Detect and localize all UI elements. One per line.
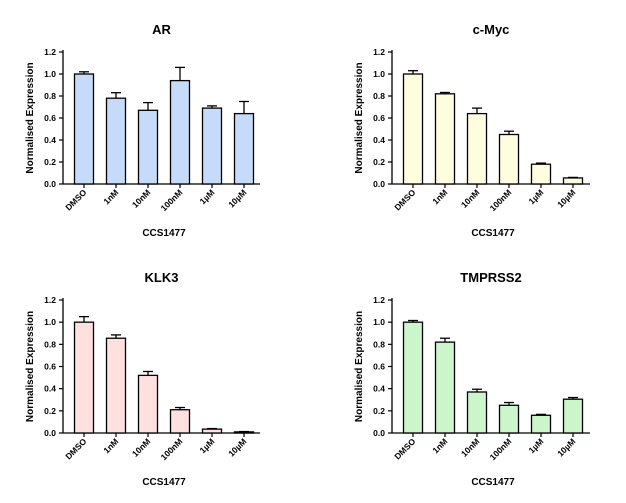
x-tick-label: 1µM: [198, 436, 217, 455]
x-tick-label: DMSO: [63, 187, 88, 212]
bar-10µM: [233, 112, 255, 185]
y-tick-label: 0.4: [44, 384, 56, 394]
x-tick-label: 1nM: [430, 436, 449, 455]
bar-100nM: [169, 409, 191, 434]
y-axis-label: Normalised Expression: [25, 62, 36, 173]
x-tick-label: 1nM: [101, 436, 120, 455]
bar-10µM: [233, 431, 255, 434]
x-tick-label: 100nM: [488, 187, 514, 213]
bar-1nM: [434, 93, 456, 185]
y-axis-label: Normalised Expression: [354, 311, 365, 422]
y-tick-label: 0.6: [44, 362, 56, 372]
x-tick-label: 1µM: [198, 187, 217, 206]
y-tick-label: 0.4: [373, 135, 385, 145]
y-tick-label: 0.8: [373, 91, 385, 101]
bar-1µM: [530, 163, 552, 185]
x-tick-label: 10µM: [555, 187, 577, 209]
y-tick-label: 0.8: [373, 339, 385, 349]
bar-100nM: [169, 79, 191, 185]
y-tick-label: 0.0: [44, 428, 56, 438]
y-tick-label: 1.2: [44, 47, 56, 57]
y-tick-label: 1.0: [44, 317, 56, 327]
x-tick-label: 1nM: [101, 187, 120, 206]
x-tick-label: 10nM: [459, 187, 481, 209]
y-tick-label: 0.2: [44, 157, 56, 167]
y-tick-label: 1.0: [373, 317, 385, 327]
x-axis-label: CCS1477: [142, 477, 186, 488]
x-axis-label: CCS1477: [471, 477, 515, 488]
chart-panel-tmprss2: TMPRSS2 0.0 0.2 0.4 0.6 0.8 1.0 1.2 Normalised E…: [354, 270, 590, 488]
chart-panel-klk3: KLK3 0.0 0.2 0.4 0.6 0.8 1.0 1.2 Normalised Expr…: [25, 270, 260, 488]
bar-100nM: [498, 404, 520, 434]
y-tick-label: 0.6: [44, 113, 56, 123]
bar-100nM: [498, 133, 520, 185]
bar-1µM: [201, 428, 223, 434]
bar-1nM: [105, 97, 127, 185]
chart-title: c-Myc: [473, 22, 510, 37]
bar-10µM: [562, 177, 584, 185]
x-tick-label: 1µM: [527, 187, 546, 206]
y-tick-label: 0.6: [373, 113, 385, 123]
bar-DMSO: [73, 321, 95, 434]
chart-title: TMPRSS2: [460, 270, 521, 285]
x-tick-label: DMSO: [63, 436, 88, 461]
x-axis-label: CCS1477: [142, 228, 186, 239]
bar-1nM: [105, 337, 127, 434]
bar-10nM: [137, 109, 159, 185]
y-tick-label: 0.8: [44, 91, 56, 101]
x-tick-label: 1nM: [430, 187, 449, 206]
x-tick-label: DMSO: [392, 436, 417, 461]
y-tick-label: 1.2: [373, 47, 385, 57]
y-tick-label: 0.8: [44, 339, 56, 349]
y-tick-label: 1.0: [44, 69, 56, 79]
y-tick-label: 0.0: [373, 428, 385, 438]
y-tick-label: 0.4: [44, 135, 56, 145]
chart-panel-ar: AR 0.0 0.2 0.4 0.6 0.8 1.0 1.2 Normalised Expres…: [25, 22, 260, 239]
x-tick-label: 10µM: [555, 436, 577, 458]
bar-1µM: [530, 414, 552, 434]
y-tick-label: 1.0: [373, 69, 385, 79]
y-tick-label: 0.0: [373, 179, 385, 189]
x-tick-label: 10µM: [226, 187, 248, 209]
y-tick-label: 0.2: [373, 157, 385, 167]
chart-title: KLK3: [145, 270, 179, 285]
x-tick-label: 100nM: [159, 436, 185, 462]
bar-DMSO: [73, 73, 95, 185]
bar-10nM: [466, 112, 488, 185]
bar-1nM: [434, 341, 456, 434]
chart-title: AR: [152, 22, 171, 37]
x-tick-label: 10µM: [226, 436, 248, 458]
bar-DMSO: [402, 73, 424, 185]
bar-DMSO: [402, 321, 424, 434]
y-axis-label: Normalised Expression: [354, 62, 365, 173]
x-tick-label: 100nM: [488, 436, 514, 462]
bar-10nM: [466, 391, 488, 434]
y-tick-label: 0.2: [44, 406, 56, 416]
y-tick-label: 0.4: [373, 384, 385, 394]
chart-panel-c-myc: c-Myc 0.0 0.2 0.4 0.6 0.8 1.0 1.2 Normalised Exp…: [354, 22, 590, 239]
bar-1µM: [201, 107, 223, 185]
y-tick-label: 0.0: [44, 179, 56, 189]
x-tick-label: 10nM: [130, 436, 152, 458]
x-tick-label: 10nM: [459, 436, 481, 458]
y-tick-label: 1.2: [373, 295, 385, 305]
x-tick-label: 10nM: [130, 187, 152, 209]
bar-10nM: [137, 374, 159, 434]
x-tick-label: 100nM: [159, 187, 185, 213]
x-tick-label: DMSO: [392, 187, 417, 212]
y-axis-label: Normalised Expression: [25, 311, 36, 422]
bar-10µM: [562, 398, 584, 434]
x-tick-label: 1µM: [527, 436, 546, 455]
y-tick-label: 1.2: [44, 295, 56, 305]
x-axis-label: CCS1477: [471, 228, 515, 239]
y-tick-label: 0.2: [373, 406, 385, 416]
y-tick-label: 0.6: [373, 362, 385, 372]
